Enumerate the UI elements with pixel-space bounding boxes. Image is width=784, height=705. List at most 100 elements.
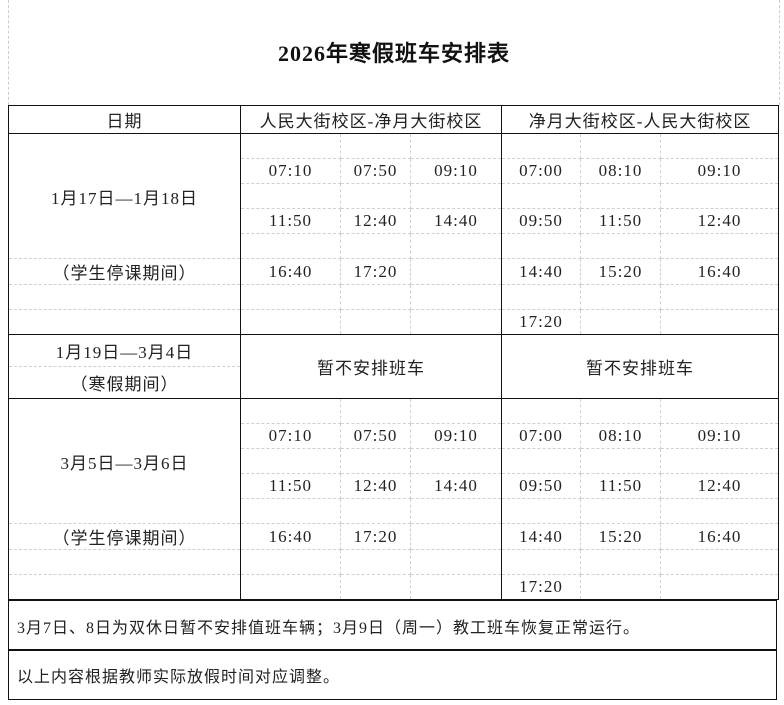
route1-time: 16:40: [240, 523, 341, 550]
route1-time: 09:10: [409, 158, 503, 184]
route2-time: [660, 284, 780, 310]
schedule-row: [9, 448, 780, 474]
route1-time: [409, 258, 503, 285]
empty-cell: [8, 574, 241, 600]
header-date: 日期: [8, 105, 241, 134]
route1-time: [240, 233, 341, 259]
route1-time: [340, 309, 411, 335]
route1-time: [240, 309, 341, 335]
schedule-row: 3月5日—3月6日: [8, 398, 780, 524]
route1-time: 07:50: [340, 158, 411, 184]
route2-time: [580, 233, 662, 259]
header-route1: 人民大街校区-净月大街校区: [239, 105, 503, 134]
period-note: （学生停课期间）: [8, 258, 241, 285]
schedule-row: 07:10 07:50 09:10 07:00 08:10 09:10: [9, 158, 780, 184]
route2-time: 09:10: [660, 158, 780, 184]
route2-time: [501, 233, 582, 259]
route1-time: [409, 133, 503, 159]
route2-time: 07:00: [501, 158, 582, 184]
schedule-row: （学生停课期间） 16:40 17:20 14:40 15:20 16:40: [8, 258, 780, 285]
route2-time: [580, 284, 662, 310]
route2-time: [501, 183, 582, 209]
schedule-row: [9, 498, 780, 524]
route2-time: 12:40: [660, 208, 780, 234]
route2-status: 暂不安排班车: [501, 334, 780, 399]
note-weekend: 3月7日、8日为双休日暂不安排值班车辆；3月9日（周一）教工班车恢复正常运行。: [8, 600, 777, 651]
route1-time: [240, 448, 341, 474]
route2-time: [501, 448, 582, 474]
route2-time: 14:40: [501, 258, 582, 285]
route1-time: [340, 448, 411, 474]
schedule-row: （寒假期间）: [8, 366, 779, 399]
route1-time: [409, 284, 503, 310]
route1-status: 暂不安排班车: [239, 334, 503, 399]
route2-time: [501, 549, 582, 575]
route1-time: [409, 574, 503, 600]
schedule-row: 1月17日—1月18日: [8, 133, 780, 259]
date-range: 1月17日—1月18日: [8, 133, 241, 259]
route1-time: [340, 284, 411, 310]
empty-cell: [8, 284, 241, 310]
route2-time: [660, 398, 780, 424]
route2-time: 17:20: [501, 574, 582, 600]
route1-time: [409, 549, 503, 575]
route2-time: [501, 133, 582, 159]
route1-time: [409, 523, 503, 550]
route1-time: 14:40: [409, 473, 503, 499]
route1-time: [340, 183, 411, 209]
route2-time: [580, 183, 662, 209]
route1-time: [409, 398, 503, 424]
route2-time: [501, 284, 582, 310]
schedule-row: 17:20: [8, 574, 780, 600]
schedule-row: [9, 183, 780, 209]
schedule-row: 17:20: [8, 309, 780, 335]
route1-time: 11:50: [240, 473, 341, 499]
route1-time: [340, 398, 411, 424]
route1-time: 07:10: [240, 423, 341, 449]
route1-time: [340, 233, 411, 259]
route1-time: 07:10: [240, 158, 341, 184]
route1-time: 12:40: [340, 208, 411, 234]
schedule-row: [8, 284, 780, 310]
route2-time: 12:40: [660, 473, 780, 499]
route1-time: [240, 284, 341, 310]
route2-time: 11:50: [580, 473, 662, 499]
note-adjustment: 以上内容根据教师实际放假时间对应调整。: [8, 649, 777, 700]
route2-time: [660, 233, 780, 259]
route2-time: 09:10: [660, 423, 780, 449]
route1-time: [340, 498, 411, 524]
route1-time: [240, 183, 341, 209]
route2-time: [501, 498, 582, 524]
header-route2: 净月大街校区-人民大街校区: [501, 105, 780, 134]
route2-time: [580, 498, 662, 524]
route1-time: 17:20: [340, 258, 411, 285]
route1-time: [409, 183, 503, 209]
route1-time: [240, 398, 341, 424]
route2-time: [580, 309, 662, 335]
route2-time: 07:00: [501, 423, 582, 449]
route1-time: [240, 574, 341, 600]
route1-time: 14:40: [409, 208, 503, 234]
date-range: 3月5日—3月6日: [8, 398, 241, 524]
route1-time: [409, 309, 503, 335]
schedule-row: [8, 549, 780, 575]
route2-time: 11:50: [580, 208, 662, 234]
page-title: 2026年寒假班车安排表: [277, 40, 510, 66]
title-area: 2026年寒假班车安排表: [8, 0, 780, 105]
route1-time: 17:20: [340, 523, 411, 550]
route1-time: [340, 133, 411, 159]
schedule-table: 日期 人民大街校区-净月大街校区 净月大街校区-人民大街校区 1月17日—1月1…: [8, 105, 780, 600]
route1-time: [240, 133, 341, 159]
route1-time: 16:40: [240, 258, 341, 285]
route2-time: 09:50: [501, 473, 582, 499]
route2-time: [660, 498, 780, 524]
route2-time: [580, 549, 662, 575]
route2-time: [580, 398, 662, 424]
date-range: 1月19日—3月4日: [8, 334, 241, 367]
schedule-row: 11:50 12:40 14:40 09:50 11:50 12:40: [9, 208, 780, 234]
route2-time: [660, 448, 780, 474]
route1-time: 07:50: [340, 423, 411, 449]
route2-time: [580, 133, 662, 159]
route1-time: [240, 498, 341, 524]
route1-time: 09:10: [409, 423, 503, 449]
